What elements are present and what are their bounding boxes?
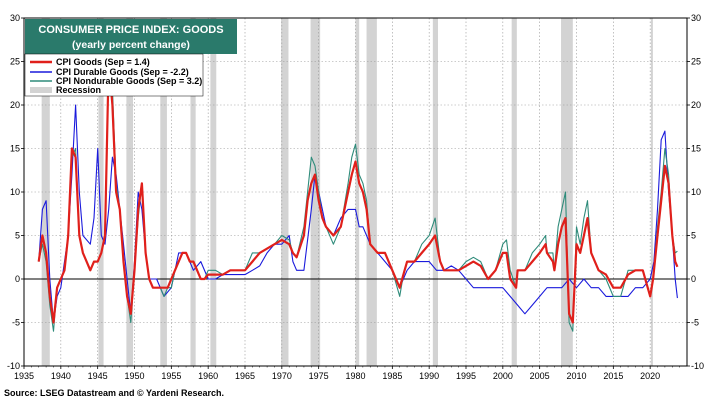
x-tick-label: 2000 <box>493 371 513 381</box>
x-tick-label: 1975 <box>309 371 329 381</box>
y-tick-label-right: -5 <box>691 318 699 328</box>
series-lines <box>37 60 679 332</box>
chart-title: CONSUMER PRICE INDEX: GOODS <box>38 24 223 36</box>
legend-label-goods: CPI Goods (Sep = 1.4) <box>56 57 150 67</box>
x-tick-label: 2015 <box>603 371 623 381</box>
source-note: Source: LSEG Datastream and © Yardeni Re… <box>4 388 224 398</box>
y-tick-label-left: 15 <box>10 144 20 154</box>
series-line-0 <box>37 60 679 324</box>
legend-label-durable: CPI Durable Goods (Sep = -2.2) <box>56 67 189 77</box>
y-tick-label-left: 20 <box>10 100 20 110</box>
recession-band-1 <box>98 18 104 366</box>
recession-band-6 <box>281 18 289 366</box>
y-tick-label-right: 0 <box>691 274 696 284</box>
y-tick-label-right: 15 <box>691 144 701 154</box>
chart-subtitle: (yearly percent change) <box>72 39 190 51</box>
x-tick-label: 1965 <box>235 371 255 381</box>
y-tick-label-left: -10 <box>7 361 20 371</box>
x-tick-label: 2020 <box>640 371 660 381</box>
x-tick-label: 1935 <box>14 371 34 381</box>
y-tick-label-left: 25 <box>10 57 20 67</box>
x-tick-label: 2005 <box>530 371 550 381</box>
legend-label-nondurable: CPI Nondurable Goods (Sep = 3.2) <box>56 76 202 86</box>
title-box <box>25 19 237 54</box>
y-tick-label-right: 20 <box>691 100 701 110</box>
recession-band-3 <box>160 18 167 366</box>
y-tick-label-right: 5 <box>691 231 696 241</box>
legend-swatch-recession <box>30 87 52 93</box>
x-tick-label: 1955 <box>161 371 181 381</box>
y-tick-label-left: 10 <box>10 187 20 197</box>
y-tick-label-right: 25 <box>691 57 701 67</box>
y-tick-label-left: -5 <box>12 318 20 328</box>
y-tick-label-right: 30 <box>691 13 701 23</box>
x-tick-label: 1980 <box>345 371 365 381</box>
y-tick-label-right: -10 <box>691 361 704 371</box>
legend-label-recession: Recession <box>56 85 101 95</box>
x-tick-label: 2010 <box>566 371 586 381</box>
y-tick-label-left: 0 <box>15 274 20 284</box>
legend: CPI Goods (Sep = 1.4) CPI Durable Goods … <box>24 53 204 97</box>
x-tick-label: 1960 <box>198 371 218 381</box>
x-tick-label: 1995 <box>456 371 476 381</box>
legend-box <box>24 53 204 97</box>
x-tick-label: 1970 <box>272 371 292 381</box>
series-line-1 <box>38 104 678 324</box>
recession-band-10 <box>432 18 439 366</box>
y-tick-label-left: 5 <box>15 231 20 241</box>
x-tick-label: 1990 <box>419 371 439 381</box>
y-tick-label-right: 10 <box>691 187 701 197</box>
y-tick-label-left: 30 <box>10 13 20 23</box>
x-tick-label: 1985 <box>382 371 402 381</box>
x-tick-label: 1945 <box>88 371 108 381</box>
x-tick-label: 1940 <box>51 371 71 381</box>
x-tick-label: 1950 <box>124 371 144 381</box>
